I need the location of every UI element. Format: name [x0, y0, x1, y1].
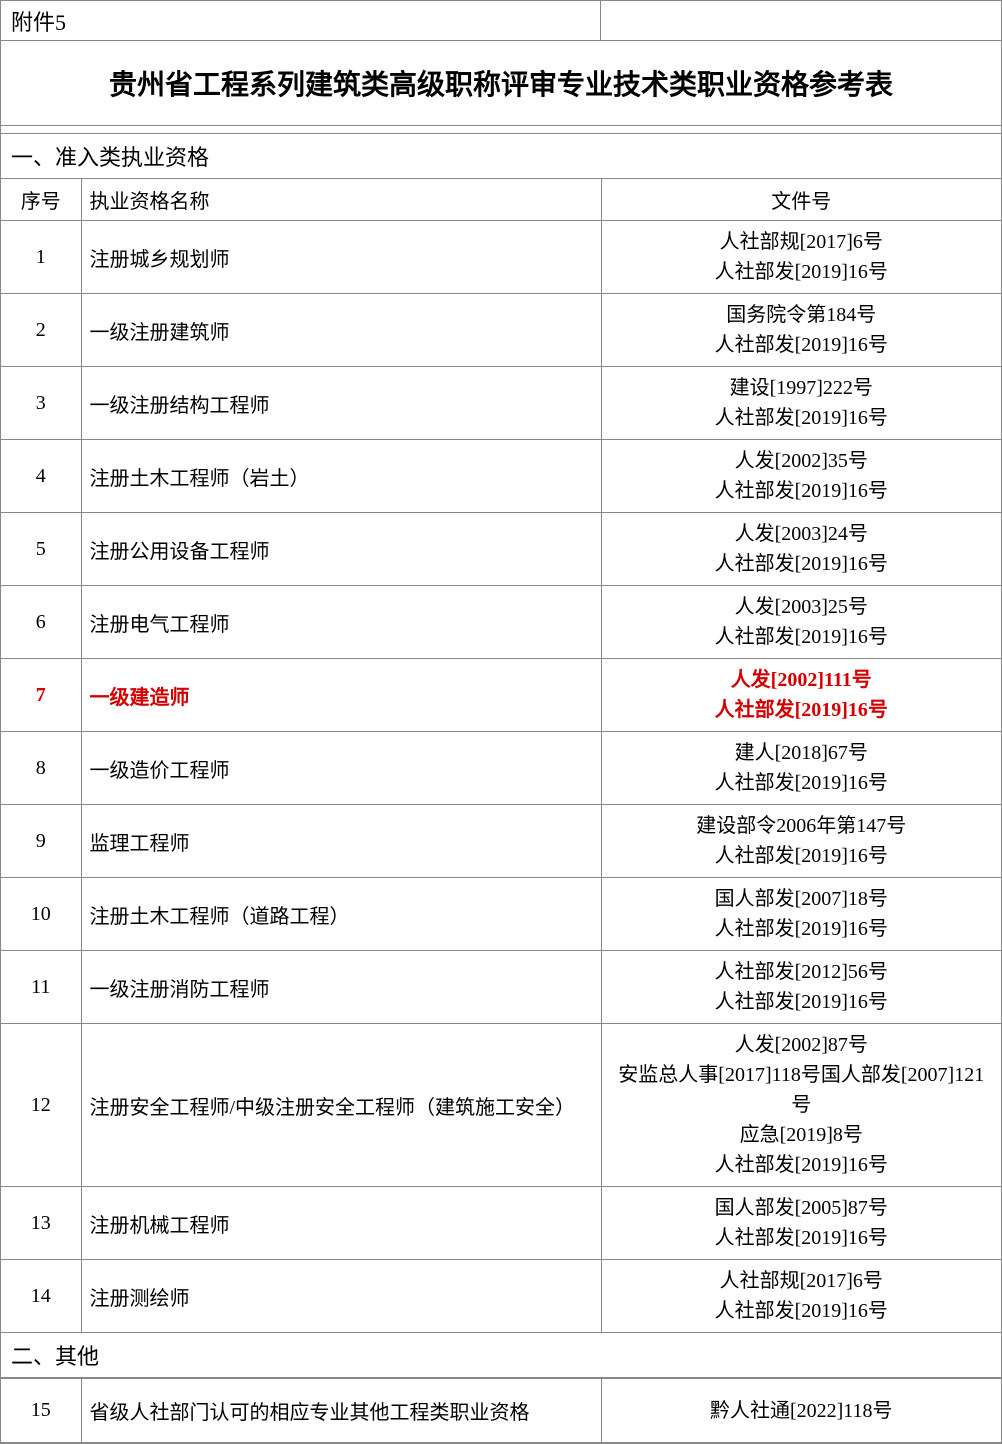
- cell-idx: 12: [1, 1024, 81, 1187]
- table-row: 5注册公用设备工程师人发[2003]24号人社部发[2019]16号: [1, 513, 1001, 586]
- cell-name: 注册土木工程师（道路工程）: [81, 878, 601, 951]
- cell-name: 省级人社部门认可的相应专业其他工程类职业资格: [81, 1379, 601, 1443]
- table-row: 7一级建造师人发[2002]111号人社部发[2019]16号: [1, 659, 1001, 732]
- cell-idx: 15: [1, 1379, 81, 1443]
- cell-name: 一级注册消防工程师: [81, 951, 601, 1024]
- table-row: 13注册机械工程师国人部发[2005]87号人社部发[2019]16号: [1, 1187, 1001, 1260]
- cell-name: 注册机械工程师: [81, 1187, 601, 1260]
- page-title: 贵州省工程系列建筑类高级职称评审专业技术类职业资格参考表: [1, 41, 1001, 125]
- cell-name: 一级注册结构工程师: [81, 367, 601, 440]
- col-header-name: 执业资格名称: [81, 179, 601, 221]
- cell-doc: 建人[2018]67号人社部发[2019]16号: [601, 732, 1001, 805]
- cell-name: 注册电气工程师: [81, 586, 601, 659]
- cell-name: 注册公用设备工程师: [81, 513, 601, 586]
- cell-doc: 人社部发[2012]56号人社部发[2019]16号: [601, 951, 1001, 1024]
- table-row: 3一级注册结构工程师建设[1997]222号人社部发[2019]16号: [1, 367, 1001, 440]
- cell-doc: 黔人社通[2022]118号: [601, 1379, 1001, 1443]
- cell-doc: 人发[2003]25号人社部发[2019]16号: [601, 586, 1001, 659]
- table-row: 10注册土木工程师（道路工程）国人部发[2007]18号人社部发[2019]16…: [1, 878, 1001, 951]
- cell-idx: 6: [1, 586, 81, 659]
- cell-name: 注册测绘师: [81, 1260, 601, 1333]
- table-row: 8一级造价工程师建人[2018]67号人社部发[2019]16号: [1, 732, 1001, 805]
- cell-idx: 9: [1, 805, 81, 878]
- table-row: 15省级人社部门认可的相应专业其他工程类职业资格黔人社通[2022]118号: [1, 1379, 1001, 1443]
- cell-name: 注册城乡规划师: [81, 221, 601, 294]
- table-header-row: 序号 执业资格名称 文件号: [1, 179, 1001, 221]
- cell-name: 一级造价工程师: [81, 732, 601, 805]
- cell-idx: 1: [1, 221, 81, 294]
- cell-idx: 10: [1, 878, 81, 951]
- cell-doc: 人社部规[2017]6号人社部发[2019]16号: [601, 1260, 1001, 1333]
- cell-idx: 11: [1, 951, 81, 1024]
- attachment-label: 附件5: [1, 1, 601, 40]
- cell-idx: 2: [1, 294, 81, 367]
- col-header-doc: 文件号: [601, 179, 1001, 221]
- col-header-idx: 序号: [1, 179, 81, 221]
- cell-doc: 人发[2002]111号人社部发[2019]16号: [601, 659, 1001, 732]
- section2-header: 二、其他: [1, 1333, 1001, 1378]
- cell-name: 一级注册建筑师: [81, 294, 601, 367]
- table-row: 11一级注册消防工程师人社部发[2012]56号人社部发[2019]16号: [1, 951, 1001, 1024]
- qualification-table-2: 15省级人社部门认可的相应专业其他工程类职业资格黔人社通[2022]118号: [1, 1378, 1001, 1443]
- cell-idx: 14: [1, 1260, 81, 1333]
- cell-doc: 人发[2002]35号人社部发[2019]16号: [601, 440, 1001, 513]
- cell-doc: 人发[2002]87号安监总人事[2017]118号国人部发[2007]121号…: [601, 1024, 1001, 1187]
- separator-gap: [1, 125, 1001, 133]
- table-row: 14注册测绘师人社部规[2017]6号人社部发[2019]16号: [1, 1260, 1001, 1333]
- cell-idx: 13: [1, 1187, 81, 1260]
- cell-idx: 7: [1, 659, 81, 732]
- cell-idx: 8: [1, 732, 81, 805]
- cell-doc: 人发[2003]24号人社部发[2019]16号: [601, 513, 1001, 586]
- section1-header: 一、准入类执业资格: [1, 133, 1001, 179]
- cell-idx: 4: [1, 440, 81, 513]
- cell-doc: 建设部令2006年第147号人社部发[2019]16号: [601, 805, 1001, 878]
- table-row: 12注册安全工程师/中级注册安全工程师（建筑施工安全）人发[2002]87号安监…: [1, 1024, 1001, 1187]
- cell-name: 监理工程师: [81, 805, 601, 878]
- page-container: 附件5 贵州省工程系列建筑类高级职称评审专业技术类职业资格参考表 一、准入类执业…: [0, 0, 1002, 1444]
- cell-name: 注册土木工程师（岩土）: [81, 440, 601, 513]
- qualification-table-1: 序号 执业资格名称 文件号 1注册城乡规划师人社部规[2017]6号人社部发[2…: [1, 179, 1001, 1333]
- table-row: 6注册电气工程师人发[2003]25号人社部发[2019]16号: [1, 586, 1001, 659]
- cell-doc: 国人部发[2007]18号人社部发[2019]16号: [601, 878, 1001, 951]
- cell-doc: 国务院令第184号人社部发[2019]16号: [601, 294, 1001, 367]
- cell-idx: 5: [1, 513, 81, 586]
- table-row: 2一级注册建筑师国务院令第184号人社部发[2019]16号: [1, 294, 1001, 367]
- table-row: 9监理工程师建设部令2006年第147号人社部发[2019]16号: [1, 805, 1001, 878]
- attachment-blank: [601, 1, 1001, 40]
- table-row: 4注册土木工程师（岩土）人发[2002]35号人社部发[2019]16号: [1, 440, 1001, 513]
- cell-name: 注册安全工程师/中级注册安全工程师（建筑施工安全）: [81, 1024, 601, 1187]
- cell-doc: 建设[1997]222号人社部发[2019]16号: [601, 367, 1001, 440]
- cell-doc: 国人部发[2005]87号人社部发[2019]16号: [601, 1187, 1001, 1260]
- cell-idx: 3: [1, 367, 81, 440]
- table-row: 1注册城乡规划师人社部规[2017]6号人社部发[2019]16号: [1, 221, 1001, 294]
- attachment-row: 附件5: [1, 1, 1001, 41]
- cell-name: 一级建造师: [81, 659, 601, 732]
- cell-doc: 人社部规[2017]6号人社部发[2019]16号: [601, 221, 1001, 294]
